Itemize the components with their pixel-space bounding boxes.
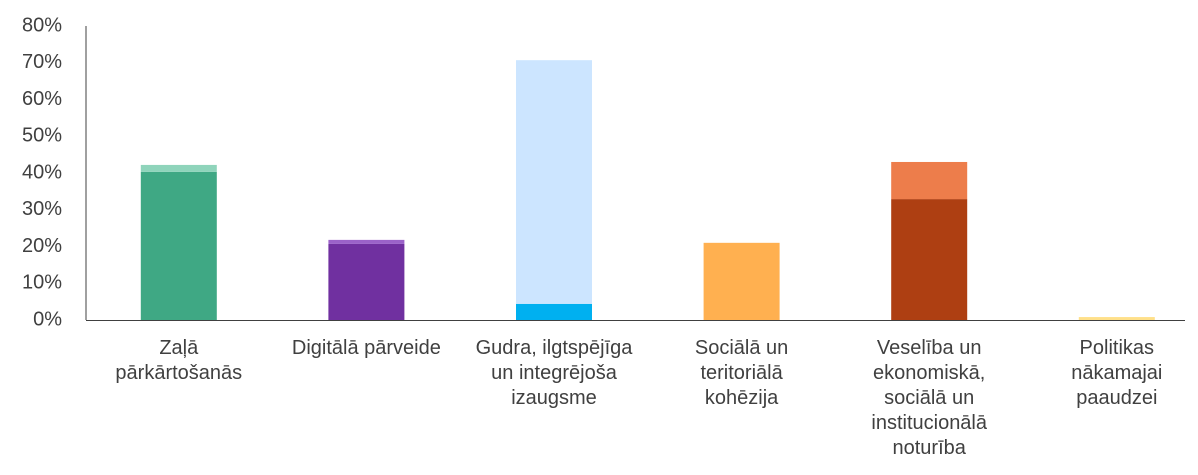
y-tick-label: 20% bbox=[22, 235, 62, 257]
bar-segment bbox=[516, 303, 592, 320]
x-tick-label: Digitālā pārveide bbox=[291, 337, 441, 359]
y-tick-label: 30% bbox=[22, 198, 62, 220]
x-tick-label: Gudra, ilgtspējīga un integrējoša izaugs… bbox=[475, 337, 633, 409]
y-tick-label: 60% bbox=[22, 88, 62, 110]
x-tick-label: Politikas nākamajai paaudzei bbox=[1071, 337, 1163, 409]
x-tick-label: Veselība un ekonomiskā, sociālā un insti… bbox=[871, 337, 987, 459]
y-tick-label: 80% bbox=[22, 14, 62, 36]
y-tick-label: 40% bbox=[22, 161, 62, 183]
bar-segment bbox=[1078, 317, 1155, 320]
x-tick-label: Zaļā pārkārtošanās bbox=[115, 337, 243, 384]
bar-segment bbox=[328, 243, 405, 320]
y-tick-label: 0% bbox=[33, 308, 62, 330]
bar-segment bbox=[328, 239, 405, 244]
x-tick-label: Sociālā un teritoriālā kohēzija bbox=[694, 337, 789, 409]
bar-segment bbox=[140, 164, 217, 172]
bar-segment bbox=[703, 242, 780, 320]
bar-segment bbox=[891, 199, 968, 320]
bar-segment bbox=[891, 161, 968, 200]
y-tick-label: 10% bbox=[22, 272, 62, 294]
bar-segment bbox=[516, 60, 592, 304]
y-tick-label: 70% bbox=[22, 51, 62, 73]
bar-segment bbox=[140, 171, 217, 320]
y-tick-label: 50% bbox=[22, 125, 62, 147]
